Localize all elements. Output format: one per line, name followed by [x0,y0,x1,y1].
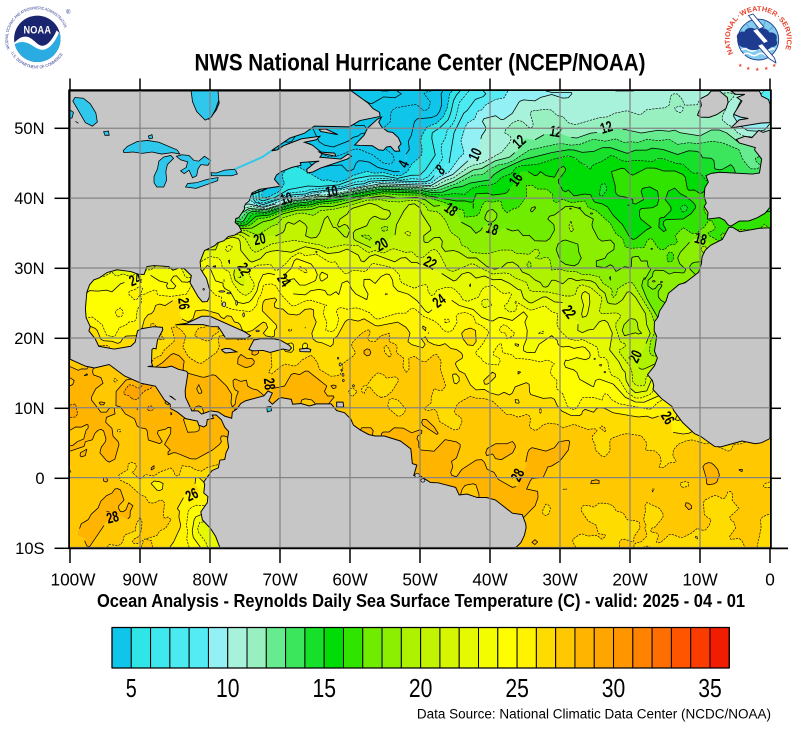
svg-text:30: 30 [602,673,626,703]
svg-text:50W: 50W [402,570,438,590]
svg-text:18: 18 [484,219,500,239]
svg-text:★: ★ [772,63,777,69]
svg-text:40N: 40N [14,190,44,208]
svg-text:80W: 80W [192,570,228,590]
svg-text:10: 10 [324,182,339,201]
svg-text:40W: 40W [472,570,508,590]
svg-text:26: 26 [175,297,194,311]
svg-text:10S: 10S [15,540,44,558]
svg-text:★: ★ [746,66,751,72]
svg-text:50N: 50N [14,120,44,138]
svg-text:20: 20 [252,229,267,248]
svg-text:15: 15 [312,673,336,703]
svg-text:★: ★ [738,63,743,69]
svg-text:NWS National Hurricane Center: NWS National Hurricane Center (NCEP/NOAA… [195,50,646,77]
svg-text:10: 10 [465,145,486,163]
svg-text:90W: 90W [122,570,158,590]
svg-text:Ocean Analysis - Reynolds Dail: Ocean Analysis - Reynolds Daily Sea Surf… [97,590,745,611]
svg-text:12: 12 [598,117,614,137]
svg-text:5: 5 [126,673,137,703]
svg-text:0: 0 [35,470,44,488]
svg-text:10W: 10W [682,570,718,590]
svg-text:20W: 20W [612,570,648,590]
svg-text:★: ★ [764,66,769,72]
svg-text:0: 0 [765,570,775,590]
svg-text:30W: 30W [542,570,578,590]
svg-text:35: 35 [698,673,722,703]
svg-text:12: 12 [548,122,563,141]
svg-text:20: 20 [409,673,433,703]
svg-text:20N: 20N [14,330,44,348]
svg-text:70W: 70W [262,570,298,590]
svg-text:10N: 10N [14,400,44,418]
svg-text:28: 28 [260,377,278,391]
svg-text:25: 25 [505,673,529,703]
svg-text:30N: 30N [14,260,44,278]
svg-text:®: ® [66,9,71,16]
svg-text:100W: 100W [51,570,97,590]
svg-text:28: 28 [105,507,121,527]
svg-text:26: 26 [183,484,201,505]
svg-text:NOAA: NOAA [23,25,51,37]
svg-text:Data Source: National Climatic: Data Source: National Climatic Data Cent… [417,707,771,722]
svg-text:★: ★ [755,67,760,73]
svg-text:10: 10 [216,673,240,703]
svg-text:60W: 60W [332,570,368,590]
svg-text:18: 18 [693,229,709,249]
